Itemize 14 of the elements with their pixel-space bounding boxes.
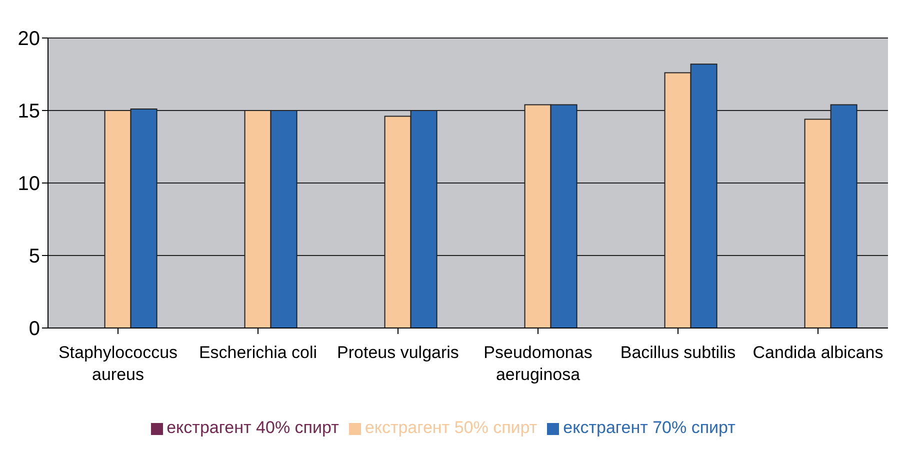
legend-label: екстрагент 40% спирт	[166, 418, 339, 437]
y-tick-label: 0	[28, 318, 40, 340]
x-tick-label: Pseudomonas aeruginosa	[484, 343, 592, 384]
y-tick-label: 15	[18, 100, 40, 123]
x-tick-label: Bacillus subtilis	[620, 343, 736, 362]
x-tick-label: Proteus vulgaris	[337, 343, 459, 362]
legend-label: екстрагент 70% спирт	[563, 418, 736, 437]
y-tick-label: 20	[18, 28, 40, 50]
x-tick-label: Candida albicans	[752, 343, 884, 362]
x-tick-label: Escherichia coli	[198, 343, 318, 362]
y-tick-label: 5	[28, 246, 40, 268]
y-tick-label: 10	[18, 173, 40, 196]
legend-label: екстрагент 50% спирт	[364, 418, 538, 437]
x-tick-label: Staphylococcus aureus	[58, 343, 178, 384]
